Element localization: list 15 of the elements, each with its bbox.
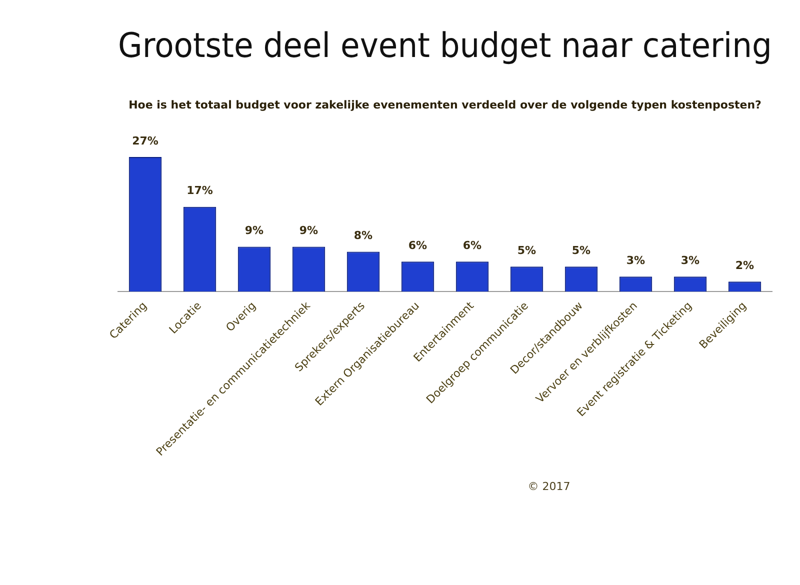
text: © 2017: [528, 480, 570, 493]
data-label: 6%: [408, 239, 428, 252]
data-label: 5%: [517, 244, 536, 258]
data-label: 6%: [462, 239, 482, 252]
chart-subtitle: Hoe is het totaal budget voor zakelijke evenementen verdeeld over de volgende typen kostenposten?: [128, 98, 762, 112]
data-label: 9%: [244, 224, 264, 238]
data-label: 9%: [299, 224, 318, 238]
data-label: 8%: [354, 229, 373, 242]
data-label: 2%: [735, 258, 754, 272]
data-label: 17%: [186, 184, 213, 198]
data-label: 5%: [572, 244, 591, 258]
data-label: 27%: [132, 134, 158, 148]
chart-title: Grootste deel event budget naar catering: [118, 26, 772, 66]
data-label: 3%: [680, 254, 700, 267]
data-label: 3%: [626, 254, 646, 267]
